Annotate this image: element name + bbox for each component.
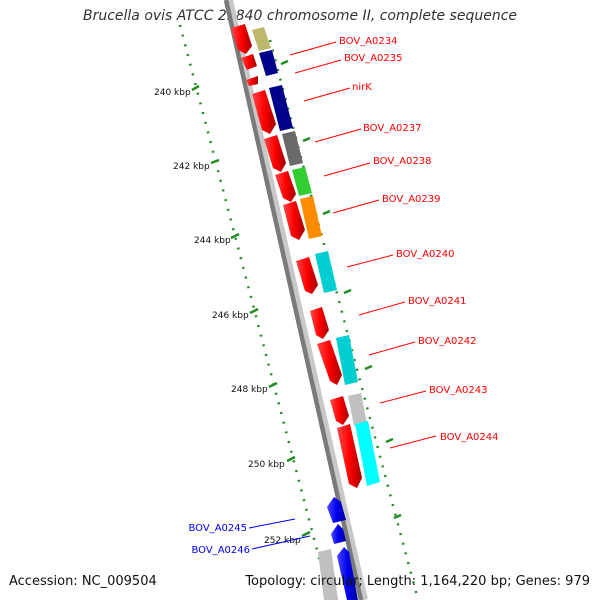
gene-label-bov-a0241[interactable]: BOV_A0241: [408, 296, 467, 307]
cog-block[interactable]: [315, 251, 337, 293]
cog-block[interactable]: [300, 196, 322, 239]
gene-label-bov-a0240[interactable]: BOV_A0240: [396, 249, 455, 260]
tick-label-246: 246 kbp: [212, 311, 249, 321]
gene-arrow[interactable]: [337, 424, 362, 488]
tick-244: [230, 232, 240, 240]
leader-line: [332, 199, 380, 214]
tick-label-240: 240 kbp: [154, 88, 191, 98]
tick-label-248: 248 kbp: [231, 385, 268, 395]
gene-label-nirk[interactable]: nirK: [352, 82, 372, 93]
gene-arrow[interactable]: [252, 90, 276, 134]
minor-tick: [280, 59, 289, 66]
gene-arrow[interactable]: [231, 24, 252, 54]
forward-strand-genes: [231, 24, 362, 488]
gene-arrow[interactable]: [241, 54, 257, 70]
cog-block[interactable]: [292, 167, 312, 196]
cog-block[interactable]: [348, 393, 367, 426]
minor-tick: [393, 513, 402, 520]
leader-line: [389, 435, 437, 449]
minor-tick: [364, 364, 373, 371]
gene-label-bov-a0234[interactable]: BOV_A0234: [339, 36, 398, 47]
backbone-shadow: [225, 0, 368, 600]
gene-label-bov-a0246[interactable]: BOV_A0246: [191, 545, 250, 556]
leader-line: [323, 162, 371, 177]
gene-label-bov-a0238[interactable]: BOV_A0238: [373, 156, 432, 167]
cog-block[interactable]: [259, 50, 278, 76]
gene-arrow[interactable]: [310, 307, 329, 339]
minor-tick: [302, 136, 311, 143]
gene-arrow[interactable]: [296, 257, 318, 294]
gene-label-bov-a0242[interactable]: BOV_A0242: [418, 336, 477, 347]
tick-label-242: 242 kbp: [173, 162, 210, 172]
accession-label: Accession: NC_009504: [9, 574, 157, 589]
tick-label-252: 252 kbp: [264, 536, 301, 546]
leader-line: [303, 87, 351, 102]
minor-tick: [385, 437, 394, 444]
leader-line: [379, 390, 427, 404]
cog-block[interactable]: [282, 131, 303, 166]
leader-line: [358, 301, 406, 316]
leader-line: [294, 59, 342, 74]
tick-label-250: 250 kbp: [248, 460, 285, 470]
leader-line: [251, 535, 311, 550]
gene-arrow[interactable]: [330, 396, 349, 425]
tick-250: [286, 455, 296, 463]
leader-line: [248, 518, 296, 529]
cog-block[interactable]: [318, 549, 338, 600]
leader-line: [368, 341, 416, 356]
gene-arrow[interactable]: [327, 497, 346, 523]
tick-240: [191, 84, 200, 92]
tick-label-244: 244 kbp: [194, 236, 231, 246]
gene-arrow[interactable]: [246, 76, 258, 86]
minor-tick: [322, 209, 331, 216]
scale-ticks: 240 kbp 242 kbp 244 kbp 246 kbp 248 kbp …: [154, 59, 402, 546]
gene-arrow[interactable]: [264, 135, 286, 172]
tick-242: [210, 158, 220, 165]
map-title: Brucella ovis ATCC 25840 chromosome II, …: [82, 8, 518, 24]
cog-block[interactable]: [355, 421, 380, 486]
reverse-strand-genes: [327, 497, 358, 600]
tick-252: [301, 530, 311, 538]
leader-line: [289, 41, 337, 56]
gene-label-bov-a0243[interactable]: BOV_A0243: [429, 385, 488, 396]
sequence-stats: Topology: circular; Length: 1,164,220 bp…: [245, 574, 590, 589]
gene-label-bov-a0245[interactable]: BOV_A0245: [188, 523, 247, 534]
cog-block[interactable]: [336, 335, 358, 385]
gene-label-bov-a0239[interactable]: BOV_A0239: [382, 194, 441, 205]
gene-arrow[interactable]: [331, 524, 346, 544]
gene-arrow[interactable]: [337, 547, 358, 600]
cog-block[interactable]: [269, 85, 293, 131]
gene-label-bov-a0244[interactable]: BOV_A0244: [440, 432, 499, 443]
gene-label-bov-a0237[interactable]: BOV_A0237: [363, 123, 422, 134]
leader-line: [346, 254, 394, 268]
gene-arrow[interactable]: [275, 171, 296, 202]
minor-tick: [343, 288, 352, 295]
gene-arrow[interactable]: [283, 201, 305, 240]
gene-label-bov-a0235[interactable]: BOV_A0235: [344, 53, 403, 64]
tick-246: [249, 307, 259, 315]
tick-248: [268, 381, 278, 389]
gene-labels: BOV_A0234 BOV_A0235 nirK BOV_A0237 BOV_A…: [188, 36, 498, 556]
cog-block[interactable]: [252, 27, 271, 51]
gene-arrow[interactable]: [317, 340, 342, 385]
leader-line: [314, 128, 362, 143]
backbone: [223, 0, 364, 600]
function-blocks: [252, 27, 380, 600]
